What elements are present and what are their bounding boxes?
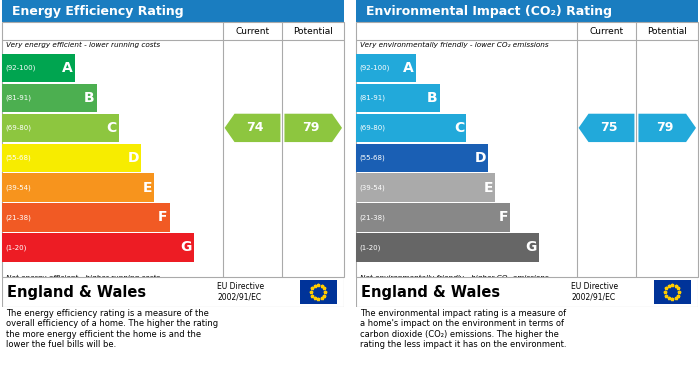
Text: Very energy efficient - lower running costs: Very energy efficient - lower running co… — [6, 42, 160, 48]
Text: G: G — [526, 240, 537, 254]
Text: Current: Current — [235, 27, 270, 36]
Text: (92-100): (92-100) — [359, 65, 389, 72]
Bar — [2, 84, 97, 112]
Text: (21-38): (21-38) — [359, 214, 385, 221]
Bar — [2, 143, 141, 172]
Text: (92-100): (92-100) — [5, 65, 36, 72]
Bar — [356, 233, 539, 262]
Text: Not energy efficient - higher running costs: Not energy efficient - higher running co… — [6, 275, 160, 281]
Text: E: E — [484, 181, 493, 195]
Text: 79: 79 — [302, 121, 319, 135]
Text: England & Wales: England & Wales — [361, 285, 500, 300]
Bar — [300, 280, 337, 304]
Text: EU Directive
2002/91/EC: EU Directive 2002/91/EC — [218, 282, 265, 302]
Text: 79: 79 — [656, 121, 673, 135]
Bar — [356, 143, 489, 172]
Text: (1-20): (1-20) — [359, 244, 380, 251]
Text: F: F — [499, 210, 508, 224]
Text: B: B — [427, 91, 438, 105]
Bar — [356, 84, 440, 112]
Text: 74: 74 — [246, 121, 264, 135]
Bar — [356, 114, 466, 142]
Text: (55-68): (55-68) — [359, 154, 385, 161]
Bar — [356, 203, 510, 231]
Text: F: F — [158, 210, 167, 224]
Text: The environmental impact rating is a measure of
a home's impact on the environme: The environmental impact rating is a mea… — [360, 309, 566, 349]
Text: A: A — [402, 61, 414, 75]
Text: The energy efficiency rating is a measure of the
overall efficiency of a home. T: The energy efficiency rating is a measur… — [6, 309, 218, 349]
Text: B: B — [84, 91, 95, 105]
Text: (1-20): (1-20) — [5, 244, 27, 251]
Text: D: D — [127, 151, 139, 165]
Text: Current: Current — [589, 27, 624, 36]
Text: E: E — [143, 181, 152, 195]
Polygon shape — [579, 114, 634, 142]
Bar — [2, 233, 194, 262]
Polygon shape — [284, 114, 342, 142]
Polygon shape — [638, 114, 696, 142]
Text: Very environmentally friendly - lower CO₂ emissions: Very environmentally friendly - lower CO… — [360, 42, 549, 48]
Text: C: C — [454, 121, 464, 135]
Text: 75: 75 — [600, 121, 617, 135]
Text: Environmental Impact (CO₂) Rating: Environmental Impact (CO₂) Rating — [366, 5, 612, 18]
Bar — [2, 174, 154, 202]
Text: Energy Efficiency Rating: Energy Efficiency Rating — [13, 5, 184, 18]
Text: Potential: Potential — [293, 27, 333, 36]
Text: England & Wales: England & Wales — [7, 285, 146, 300]
Polygon shape — [225, 114, 281, 142]
Text: D: D — [475, 151, 486, 165]
Bar — [2, 54, 75, 83]
Bar — [2, 114, 119, 142]
Text: C: C — [106, 121, 117, 135]
Text: (69-80): (69-80) — [5, 125, 31, 131]
Bar — [654, 280, 691, 304]
Bar — [356, 174, 495, 202]
Text: (69-80): (69-80) — [359, 125, 385, 131]
Text: (81-91): (81-91) — [359, 95, 385, 101]
Text: Not environmentally friendly - higher CO₂ emissions: Not environmentally friendly - higher CO… — [360, 275, 549, 281]
Text: (81-91): (81-91) — [5, 95, 31, 101]
Text: (39-54): (39-54) — [5, 185, 31, 191]
Text: A: A — [62, 61, 73, 75]
Text: EU Directive
2002/91/EC: EU Directive 2002/91/EC — [571, 282, 619, 302]
Text: (55-68): (55-68) — [5, 154, 31, 161]
Text: (39-54): (39-54) — [359, 185, 385, 191]
Text: (21-38): (21-38) — [5, 214, 31, 221]
Bar — [2, 203, 169, 231]
Bar — [356, 54, 416, 83]
Text: Potential: Potential — [648, 27, 687, 36]
Text: G: G — [181, 240, 192, 254]
